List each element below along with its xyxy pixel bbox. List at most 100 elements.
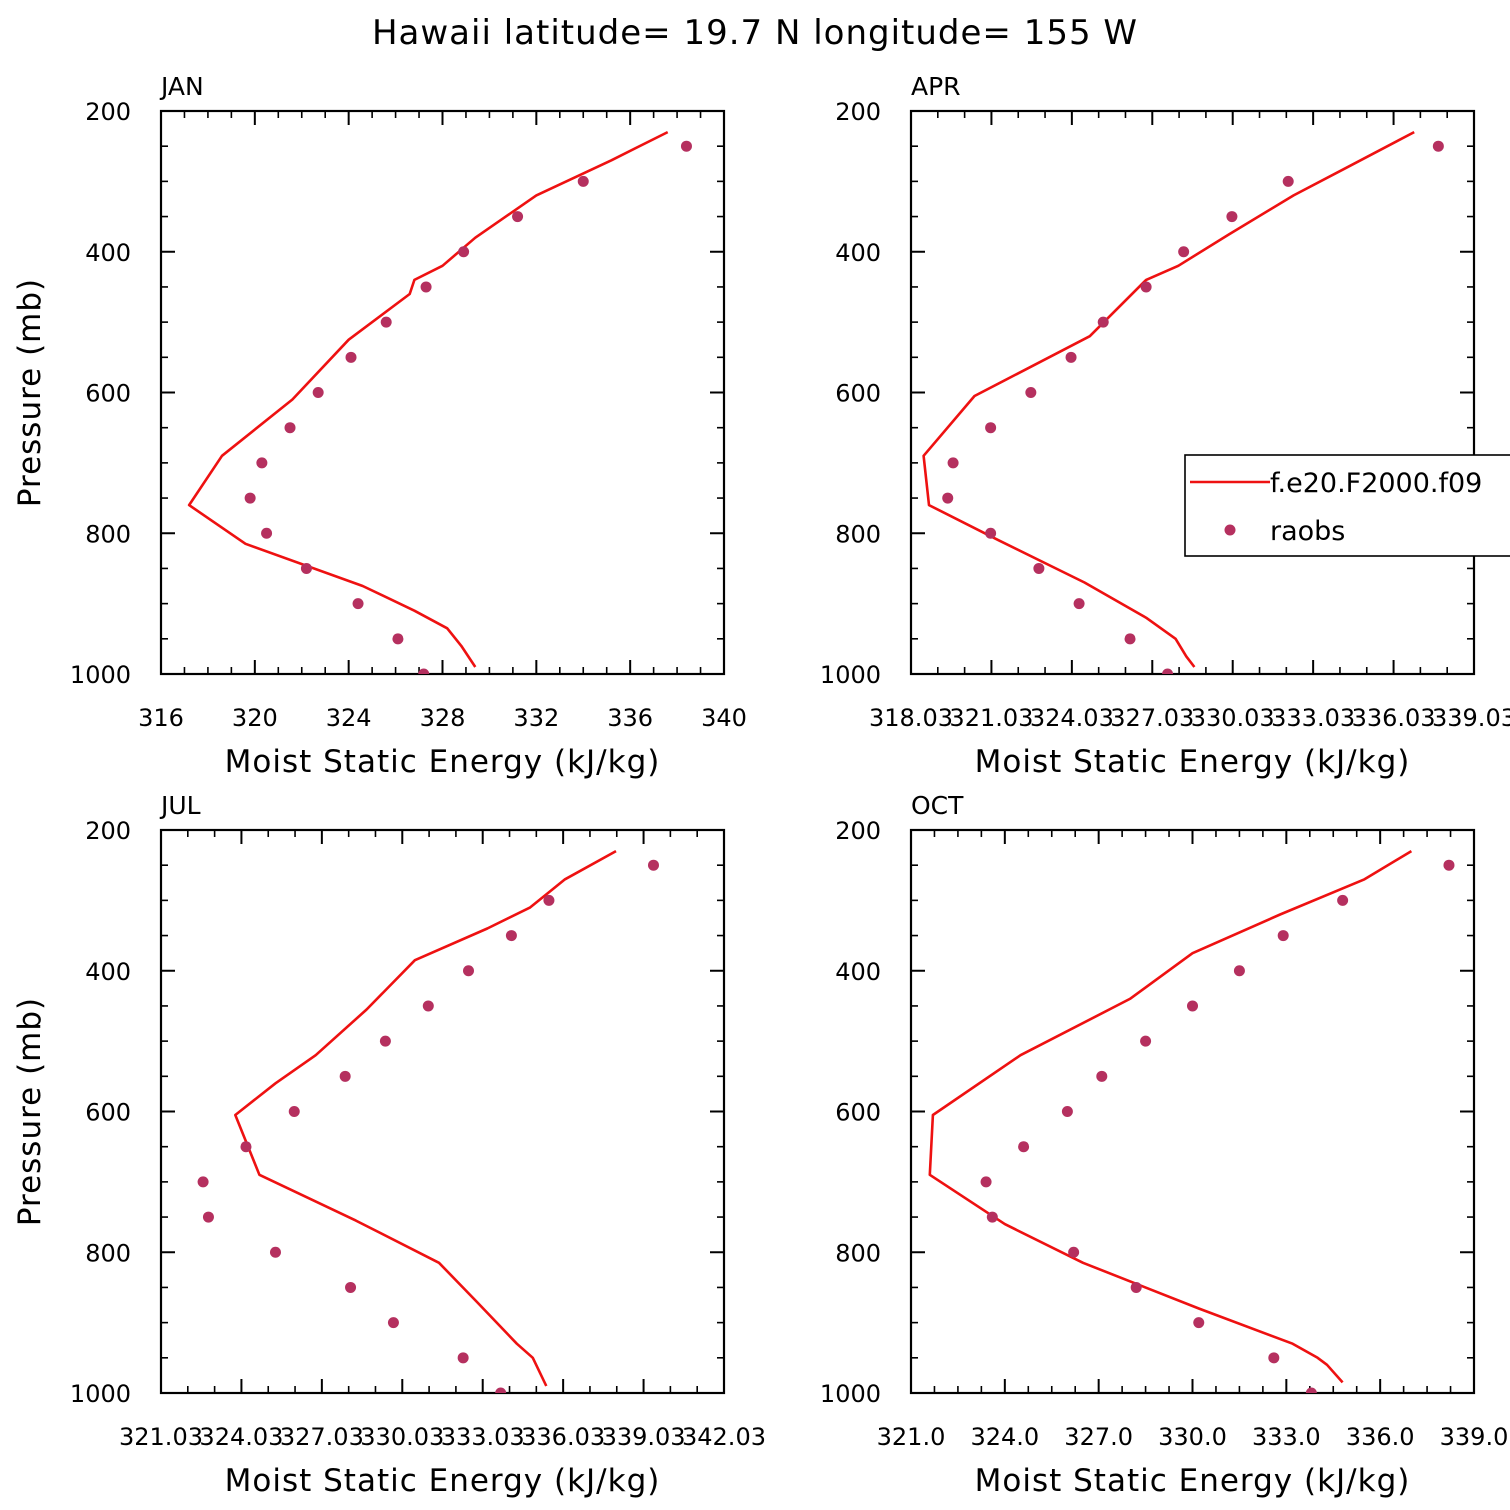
x-tick-label: 321.0 (877, 1423, 946, 1451)
panel-jul: JUL321.03324.03327.03330.03333.03336.033… (12, 791, 766, 1499)
y-tick-label: 600 (835, 380, 881, 408)
raobs-point (1140, 1035, 1152, 1047)
raobs-point (1162, 668, 1174, 674)
raobs-point (1268, 1352, 1280, 1364)
raobs-point (647, 859, 659, 871)
raobs-point (1065, 351, 1077, 363)
raobs-point (1432, 140, 1444, 152)
raobs-point (1073, 598, 1085, 610)
raobs-point (577, 175, 589, 187)
y-tick-label: 400 (85, 239, 131, 267)
raobs-point (985, 422, 997, 434)
legend-marker-swatch (1224, 524, 1236, 536)
raobs-point (1226, 211, 1238, 223)
y-tick-label: 400 (835, 958, 881, 986)
plot-area (922, 130, 1444, 674)
raobs-point (1277, 930, 1289, 942)
x-tick-label: 333.03 (441, 1423, 525, 1451)
raobs-point (1337, 894, 1349, 906)
raobs-point (942, 492, 954, 504)
raobs-point (1178, 246, 1190, 258)
panels: JAN 316 320 324 328 332 336 340 200 400 600 800 1000… (12, 72, 1510, 1499)
legend: f.e20.F2000.f09 raobs (1184, 454, 1510, 557)
raobs-point (244, 492, 256, 504)
raobs-point (1018, 1141, 1030, 1153)
panel-label: JUL (159, 791, 201, 820)
raobs-point (1096, 1070, 1108, 1082)
raobs-point (288, 1106, 300, 1117)
y-axis-label: Pressure (mb) (12, 278, 48, 507)
x-tick-label: 336 (607, 704, 653, 732)
x-tick-label: 318.03 (869, 704, 953, 732)
legend-label: raobs (1270, 516, 1345, 547)
y-tick-label: 600 (85, 1099, 131, 1127)
raobs-point (543, 894, 555, 906)
raobs-point (680, 140, 692, 152)
y-tick-label: 200 (85, 98, 131, 126)
y-tick-label: 1000 (820, 1380, 881, 1408)
x-axis-label: Moist Static Energy (kJ/kg) (975, 744, 1411, 780)
raobs-point (463, 965, 475, 977)
y-tick-label: 200 (835, 817, 881, 845)
x-tick-label: 321.03 (119, 1423, 203, 1451)
raobs-point (300, 562, 312, 574)
raobs-point (1124, 633, 1136, 645)
x-tick-label: 330.03 (360, 1423, 444, 1451)
raobs-point (420, 281, 432, 293)
raobs-point (1130, 1281, 1142, 1293)
raobs-point (1282, 175, 1294, 187)
x-axis-label: Moist Static Energy (kJ/kg) (225, 744, 661, 780)
panel-label: OCT (911, 791, 964, 820)
y-tick-label: 600 (835, 1099, 881, 1127)
raobs-point (458, 246, 470, 258)
x-axis-label: Moist Static Energy (kJ/kg) (225, 1463, 661, 1499)
raobs-point (197, 1176, 209, 1188)
x-tick-label: 321.03 (949, 704, 1033, 732)
x-tick-label: 339.0 (1440, 1423, 1509, 1451)
y-tick-label: 800 (835, 520, 881, 548)
figure-title: Hawaii latitude= 19.7 N longitude= 155 W (372, 13, 1138, 53)
raobs-point (418, 668, 430, 674)
raobs-point (985, 527, 997, 539)
x-tick-label: 330.03 (1191, 704, 1275, 732)
raobs-point (1097, 316, 1109, 328)
raobs-point (1233, 965, 1245, 977)
y-tick-label: 1000 (820, 661, 881, 689)
raobs-point (352, 598, 364, 610)
legend-label: f.e20.F2000.f09 (1270, 468, 1482, 499)
model-line (922, 130, 1415, 668)
raobs-point (256, 457, 268, 469)
raobs-point (505, 930, 517, 942)
raobs-point (284, 422, 296, 434)
y-tick-label: 800 (835, 1239, 881, 1267)
x-tick-label: 340 (701, 704, 747, 732)
y-tick-label: 200 (85, 817, 131, 845)
panel-label: JAN (159, 72, 204, 101)
raobs-point (387, 1317, 399, 1329)
x-tick-label: 324.03 (199, 1423, 283, 1451)
x-tick-label: 327.03 (1110, 704, 1194, 732)
raobs-point (392, 633, 404, 645)
x-tick-label: 333.03 (1271, 704, 1355, 732)
x-tick-label: 332 (513, 704, 559, 732)
y-axis-label: Pressure (mb) (12, 997, 48, 1226)
raobs-point (1305, 1387, 1317, 1393)
legend-box (1184, 454, 1510, 557)
raobs-point (379, 1035, 391, 1047)
x-tick-label: 342.03 (682, 1423, 766, 1451)
x-tick-label: 324.0 (970, 1423, 1039, 1451)
raobs-point (1443, 859, 1455, 871)
y-tick-label: 1000 (70, 661, 131, 689)
model-line (928, 849, 1413, 1384)
raobs-point (495, 1387, 507, 1393)
x-tick-label: 327.0 (1064, 1423, 1133, 1451)
raobs-point (457, 1352, 469, 1364)
x-tick-label: 328 (420, 704, 466, 732)
raobs-point (1068, 1246, 1080, 1258)
y-tick-label: 400 (85, 958, 131, 986)
y-tick-label: 400 (835, 239, 881, 267)
x-tick-label: 316 (138, 704, 184, 732)
x-tick-label: 336.0 (1346, 1423, 1415, 1451)
